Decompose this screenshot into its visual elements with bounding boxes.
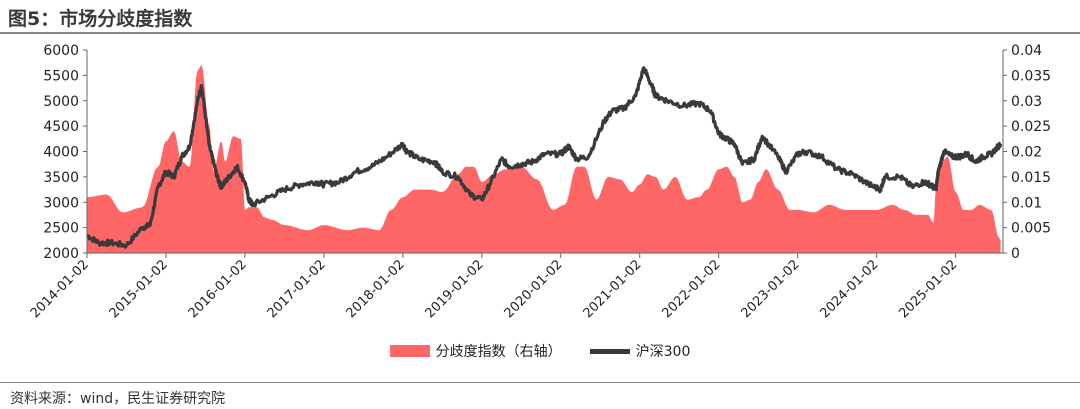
x-tick-label: 2018-01-02: [344, 257, 408, 321]
legend-item-divergence: 分歧度指数（右轴）: [389, 341, 562, 361]
y-right-tick-label: 0.035: [1011, 68, 1051, 84]
source-divider: [0, 382, 1080, 383]
x-tick-label: 2017-01-02: [265, 257, 329, 321]
y-left-tick-label: 5000: [43, 94, 79, 110]
y-right-tick-label: 0.005: [1011, 221, 1051, 237]
legend-item-hs300: 沪深300: [589, 341, 691, 361]
legend: 分歧度指数（右轴） 沪深300: [0, 341, 1080, 361]
divergence-area: [87, 65, 1001, 253]
y-left-tick-label: 3000: [43, 195, 79, 211]
x-tick-label: 2020-01-02: [502, 257, 566, 321]
legend-swatch-area: [389, 345, 430, 357]
y-right-tick-label: 0.04: [1011, 43, 1042, 59]
legend-label-hs300: 沪深300: [635, 344, 691, 360]
y-left-tick-label: 6000: [43, 43, 79, 59]
x-tick-label: 2015-01-02: [107, 257, 171, 321]
title-divider: [0, 32, 1080, 34]
x-tick-label: 2021-01-02: [581, 257, 645, 321]
legend-swatch-line: [589, 348, 630, 354]
y-right-tick-label: 0: [1011, 246, 1020, 262]
legend-label-divergence: 分歧度指数（右轴）: [435, 344, 562, 360]
x-tick-label: 2022-01-02: [660, 257, 724, 321]
y-left-tick-label: 2500: [43, 221, 79, 237]
chart-title: 图5：市场分歧度指数: [8, 8, 193, 30]
x-tick-label: 2014-01-02: [28, 257, 92, 321]
y-left-tick-label: 4500: [43, 119, 79, 135]
x-tick-label: 2023-01-02: [738, 257, 802, 321]
hs300-line-series: [86, 66, 1003, 249]
y-right-tick-label: 0.015: [1011, 170, 1051, 186]
y-right-tick-label: 0.02: [1011, 145, 1042, 161]
x-tick-label: 2016-01-02: [186, 257, 250, 321]
y-left-tick-label: 4000: [43, 145, 79, 161]
x-tick-label: 2024-01-02: [817, 257, 881, 321]
x-tick-label: 2019-01-02: [423, 257, 487, 321]
x-tick-label: 2025-01-02: [896, 257, 960, 321]
y-left-tick-label: 3500: [43, 170, 79, 186]
chart-canvas: 6000 5500 5000 4500 4000 3500 3000 2500 2000 0.04…: [28, 43, 1051, 321]
y-left-tick-label: 2000: [43, 246, 79, 262]
hs300-line: [86, 66, 1003, 249]
y-right-tick-label: 0.03: [1011, 94, 1042, 110]
y-left-tick-label: 5500: [43, 68, 79, 84]
y-right-tick-label: 0.025: [1011, 119, 1051, 135]
divergence-area-series: [87, 65, 1001, 253]
y-right-tick-label: 0.01: [1011, 195, 1042, 211]
source-note: 资料来源：wind，民生证券研究院: [10, 391, 226, 407]
